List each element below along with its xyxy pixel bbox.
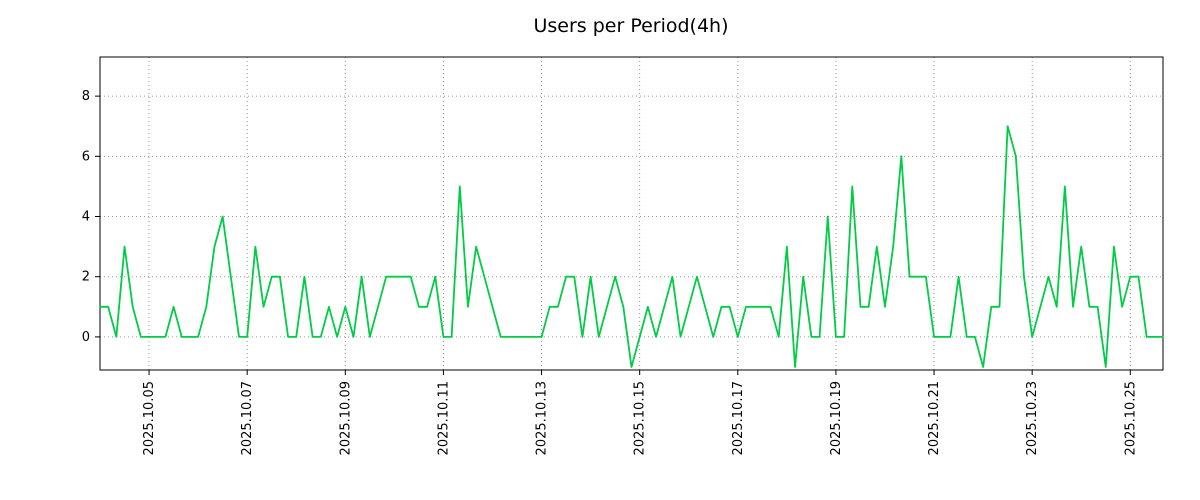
x-tick-label: 2025.10.07 <box>240 381 255 455</box>
y-tick-label: 4 <box>82 210 90 225</box>
x-tick-label: 2025.10.23 <box>1025 381 1040 455</box>
x-tick-label: 2025.10.21 <box>927 381 942 455</box>
x-tick-label: 2025.10.13 <box>535 381 550 455</box>
y-tick-label: 6 <box>82 149 90 164</box>
x-tick-label: 2025.10.09 <box>338 381 353 455</box>
grid-lines <box>100 57 1163 370</box>
tick-labels: 2025.10.05 2025.10.07 2025.10.09 2025.10.11… <box>82 89 1139 455</box>
y-tick-label: 0 <box>82 330 90 345</box>
plot-border <box>99 56 1164 371</box>
users-line-series <box>99 125 1164 368</box>
data-series <box>99 125 1164 368</box>
x-tick-label: 2025.10.25 <box>1123 381 1138 455</box>
x-tick-label: 2025.10.15 <box>633 381 648 455</box>
chart-title: Users per Period(4h) <box>533 15 728 37</box>
x-tick-label: 2025.10.17 <box>731 381 746 455</box>
x-tick-label: 2025.10.05 <box>142 381 157 455</box>
y-tick-label: 8 <box>82 89 90 104</box>
x-tick-label: 2025.10.11 <box>436 381 451 455</box>
axes <box>95 56 1164 375</box>
y-tick-label: 2 <box>82 270 90 285</box>
x-tick-label: 2025.10.19 <box>829 381 844 455</box>
